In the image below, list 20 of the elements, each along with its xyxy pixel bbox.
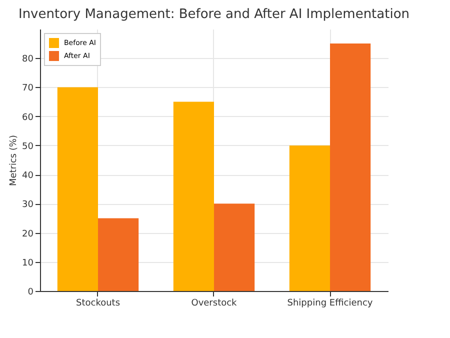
y-tick-label: 80 bbox=[22, 54, 34, 65]
x-tick-label: Stockouts bbox=[76, 298, 120, 308]
bar bbox=[173, 102, 214, 291]
bar bbox=[289, 145, 330, 291]
y-tick-label: 20 bbox=[22, 229, 34, 240]
bar bbox=[214, 204, 255, 291]
bar bbox=[330, 44, 371, 291]
y-tick-label: 50 bbox=[22, 142, 34, 152]
y-tick-label: 10 bbox=[22, 258, 34, 268]
y-tick-label: 0 bbox=[28, 288, 34, 298]
x-tick-label: Shipping Efficiency bbox=[287, 298, 374, 308]
bar bbox=[98, 218, 139, 291]
y-tick-label: 70 bbox=[22, 84, 34, 94]
x-tick-label: Overstock bbox=[191, 298, 238, 308]
bar bbox=[57, 87, 98, 291]
y-tick-label: 40 bbox=[22, 171, 34, 182]
y-tick-label: 30 bbox=[22, 200, 34, 210]
chart-title: Inventory Management: Before and After AI Implementation bbox=[18, 7, 410, 22]
y-axis-title: Metrics (%) bbox=[9, 134, 20, 186]
y-tick-label: 60 bbox=[22, 112, 34, 123]
